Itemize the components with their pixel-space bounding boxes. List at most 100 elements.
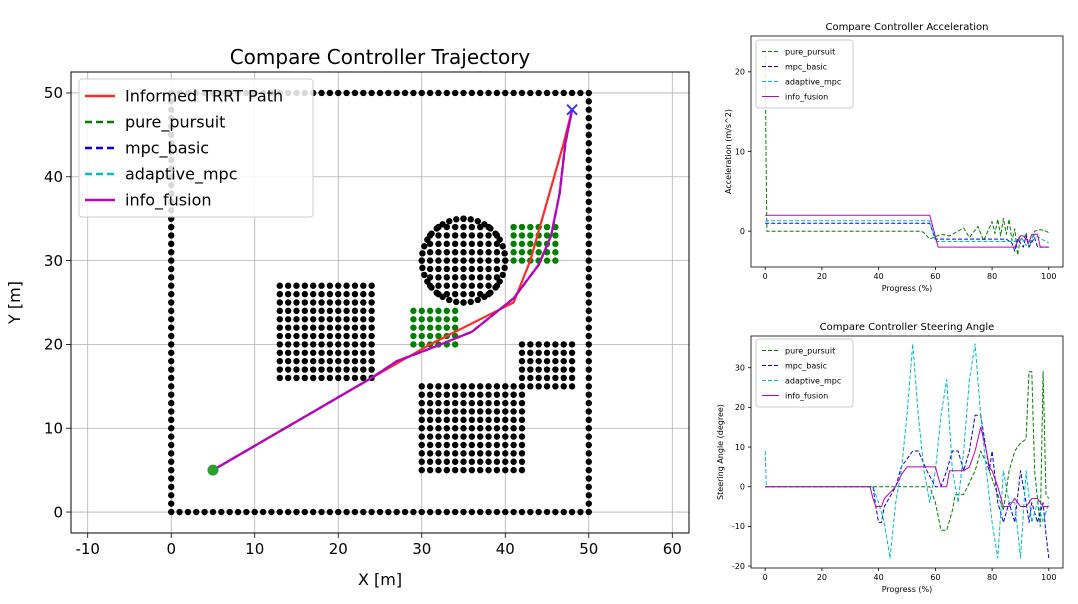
obstacle-point bbox=[435, 425, 442, 432]
obstacle-point bbox=[343, 374, 350, 382]
obstacle-point bbox=[335, 341, 342, 348]
obstacle-point bbox=[309, 282, 317, 289]
obstacle-point bbox=[527, 374, 534, 382]
obstacle-point bbox=[468, 89, 476, 97]
obstacle-point bbox=[309, 508, 317, 516]
obstacle-point bbox=[468, 433, 476, 440]
obstacle-point bbox=[585, 341, 592, 348]
y-tick-label: 10 bbox=[735, 443, 745, 452]
obstacle-point bbox=[527, 357, 534, 365]
obstacle-point bbox=[351, 324, 359, 331]
legend-label: adaptive_mpc bbox=[785, 77, 841, 86]
obstacle-point bbox=[493, 391, 501, 398]
obstacle-point bbox=[467, 216, 474, 223]
obstacle-point bbox=[439, 293, 446, 301]
obstacle-point bbox=[474, 218, 481, 225]
legend-label: adaptive_mpc bbox=[125, 165, 238, 185]
obstacle-point bbox=[435, 408, 442, 415]
obstacle-point bbox=[560, 341, 567, 348]
sampled-point bbox=[518, 257, 526, 264]
obstacle-point bbox=[284, 299, 292, 306]
obstacle-point bbox=[501, 264, 508, 272]
obstacle-point bbox=[443, 383, 451, 390]
obstacle-point bbox=[585, 324, 592, 331]
obstacle-point bbox=[343, 349, 350, 356]
legend-label: pure_pursuit bbox=[785, 346, 835, 355]
obstacle-point bbox=[435, 399, 442, 407]
obstacle-point bbox=[585, 500, 592, 507]
obstacle-point bbox=[477, 240, 484, 248]
obstacle-point bbox=[309, 374, 317, 382]
obstacle-point bbox=[451, 257, 459, 264]
obstacle-point bbox=[510, 89, 517, 97]
obstacle-point bbox=[585, 307, 592, 315]
obstacle-point bbox=[335, 508, 342, 516]
obstacle-point bbox=[234, 508, 242, 516]
obstacle-point bbox=[510, 441, 517, 449]
obstacle-point bbox=[368, 307, 375, 315]
obstacle-point bbox=[168, 324, 175, 331]
obstacle-point bbox=[585, 475, 592, 482]
obstacle-point bbox=[168, 466, 175, 474]
obstacle-point bbox=[168, 483, 175, 491]
obstacle-point bbox=[451, 425, 459, 432]
obstacle-point bbox=[477, 458, 484, 465]
obstacle-point bbox=[518, 450, 526, 457]
obstacle-point bbox=[468, 508, 476, 516]
x-axis-label: Progress (%) bbox=[882, 585, 933, 594]
series-line-info-fusion bbox=[765, 426, 1049, 507]
obstacle-point bbox=[419, 264, 426, 272]
obstacle-point bbox=[276, 290, 283, 298]
sampled-point bbox=[410, 332, 417, 340]
obstacle-point bbox=[460, 458, 467, 465]
obstacle-point bbox=[168, 316, 175, 323]
obstacle-point bbox=[477, 508, 484, 516]
obstacle-point bbox=[360, 341, 367, 348]
obstacle-point bbox=[426, 416, 434, 424]
legend-label: mpc_basic bbox=[785, 361, 827, 370]
obstacle-point bbox=[468, 274, 476, 281]
obstacle-point bbox=[360, 332, 367, 340]
obstacle-point bbox=[518, 341, 526, 348]
obstacle-point bbox=[543, 374, 551, 382]
obstacle-point bbox=[493, 458, 501, 465]
obstacle-point bbox=[184, 508, 192, 516]
obstacle-point bbox=[428, 230, 435, 237]
obstacle-point bbox=[443, 257, 451, 264]
obstacle-point bbox=[535, 89, 542, 97]
chart-title: Compare Controller Steering Angle bbox=[820, 322, 995, 333]
obstacle-point bbox=[421, 271, 428, 279]
obstacle-point bbox=[443, 433, 451, 440]
obstacle-point bbox=[309, 349, 317, 356]
obstacle-point bbox=[351, 282, 359, 289]
obstacle-point bbox=[368, 341, 375, 348]
sampled-point bbox=[543, 257, 551, 264]
obstacle-point bbox=[477, 441, 484, 449]
sampled-point bbox=[552, 240, 559, 248]
obstacle-point bbox=[585, 89, 592, 97]
sampled-point bbox=[535, 249, 542, 256]
obstacle-point bbox=[168, 282, 175, 289]
obstacle-point bbox=[502, 89, 509, 97]
obstacle-point bbox=[193, 508, 200, 516]
obstacle-point bbox=[510, 450, 517, 457]
obstacle-point bbox=[481, 221, 488, 228]
x-tick-label: 80 bbox=[987, 272, 997, 281]
obstacle-point bbox=[468, 441, 476, 449]
obstacle-point bbox=[351, 341, 359, 348]
y-tick-label: 10 bbox=[44, 419, 63, 437]
obstacle-point bbox=[543, 508, 551, 516]
obstacle-point bbox=[518, 357, 526, 365]
obstacle-point bbox=[518, 366, 526, 373]
obstacle-point bbox=[535, 349, 542, 356]
sampled-point bbox=[451, 316, 459, 323]
obstacle-point bbox=[468, 240, 476, 248]
obstacle-point bbox=[318, 89, 325, 97]
obstacle-point bbox=[502, 433, 509, 440]
x-tick-label: 20 bbox=[817, 272, 827, 281]
obstacle-point bbox=[168, 265, 175, 273]
obstacle-point bbox=[433, 225, 440, 232]
obstacle-point bbox=[468, 290, 476, 298]
obstacle-point bbox=[477, 257, 484, 264]
